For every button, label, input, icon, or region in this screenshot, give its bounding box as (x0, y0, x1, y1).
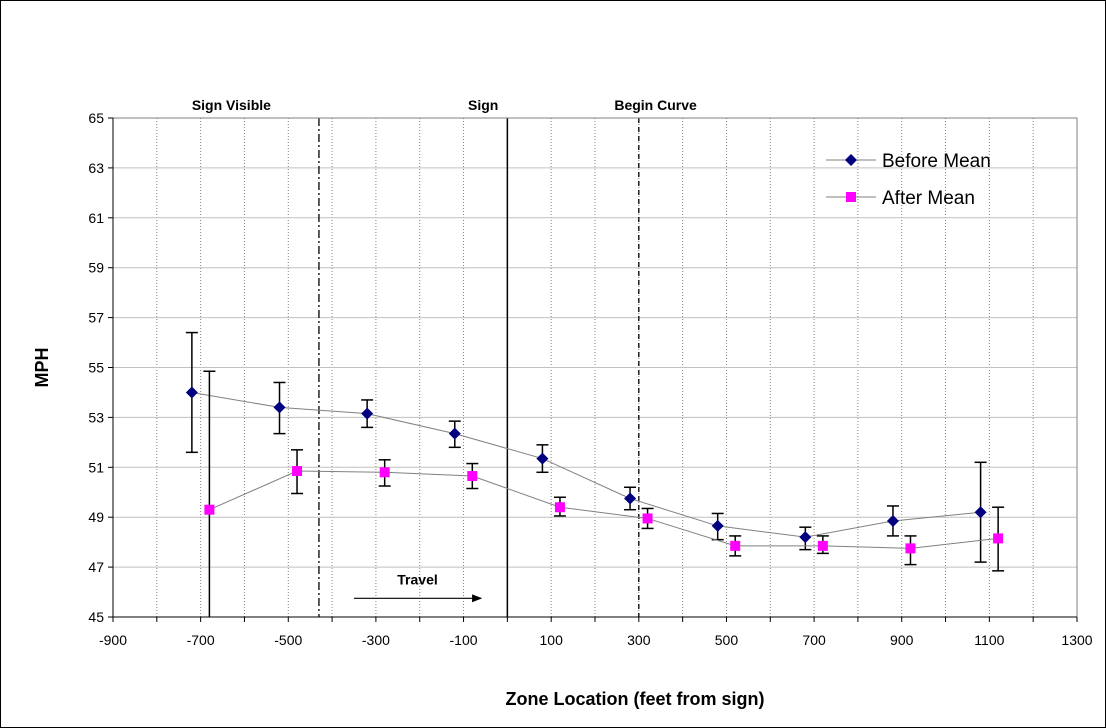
legend-marker-before-mean (845, 154, 857, 166)
data-point (817, 540, 828, 551)
x-tick-label: 1300 (1061, 632, 1092, 648)
x-tick-label: 700 (802, 632, 826, 648)
legend-marker-after-mean (846, 192, 856, 202)
y-tick-label: 59 (88, 260, 104, 276)
data-point (711, 519, 724, 532)
data-point (886, 514, 899, 527)
annotation-sign-label: Sign (468, 97, 498, 113)
x-tick-label: -700 (187, 632, 215, 648)
y-axis-title: MPH (32, 348, 52, 388)
x-tick-label: -100 (450, 632, 478, 648)
y-tick-label: 51 (88, 459, 104, 475)
y-tick-label: 47 (88, 559, 104, 575)
y-tick-label: 61 (88, 210, 104, 226)
y-tick-label: 55 (88, 360, 104, 376)
travel-label: Travel (397, 571, 437, 587)
annotation-sign-visible-label: Sign Visible (192, 97, 271, 113)
y-tick-label: 65 (88, 110, 104, 126)
y-tick-label: 57 (88, 310, 104, 326)
legend: Before Mean After Mean (826, 151, 991, 209)
data-point (292, 466, 303, 477)
y-tick-label: 45 (88, 609, 104, 625)
data-point (185, 386, 198, 399)
data-point (799, 531, 812, 544)
data-point (379, 467, 390, 478)
x-tick-label: -900 (99, 632, 127, 648)
data-point (905, 543, 916, 554)
x-axis-title: Zone Location (feet from sign) (506, 689, 765, 709)
x-tick-label: -500 (274, 632, 302, 648)
series-line (209, 470, 999, 549)
data-point (993, 533, 1004, 544)
x-tick-label: 1100 (974, 632, 1004, 648)
data-point (554, 502, 565, 513)
y-tick-label: 53 (88, 409, 104, 425)
data-point (730, 540, 741, 551)
x-tick-label: 500 (715, 632, 739, 648)
data-point (642, 513, 653, 524)
x-tick-label: 300 (627, 632, 651, 648)
y-tick-label: 63 (88, 160, 104, 176)
legend-label-before-mean: Before Mean (882, 151, 991, 172)
x-tick-label: 900 (890, 632, 914, 648)
annotation-begin-curve-label: Begin Curve (614, 97, 697, 113)
data-point (624, 492, 637, 505)
series-line (191, 391, 981, 538)
x-tick-label: 100 (540, 632, 564, 648)
y-tick-label: 49 (88, 509, 104, 525)
data-point (467, 471, 478, 482)
data-point (448, 427, 461, 440)
data-point (204, 504, 215, 515)
x-tick-label: -300 (362, 632, 390, 648)
data-point (361, 407, 374, 420)
data-point (536, 452, 549, 465)
data-point (273, 401, 286, 414)
data-point (974, 506, 987, 519)
legend-label-after-mean: After Mean (882, 188, 975, 209)
